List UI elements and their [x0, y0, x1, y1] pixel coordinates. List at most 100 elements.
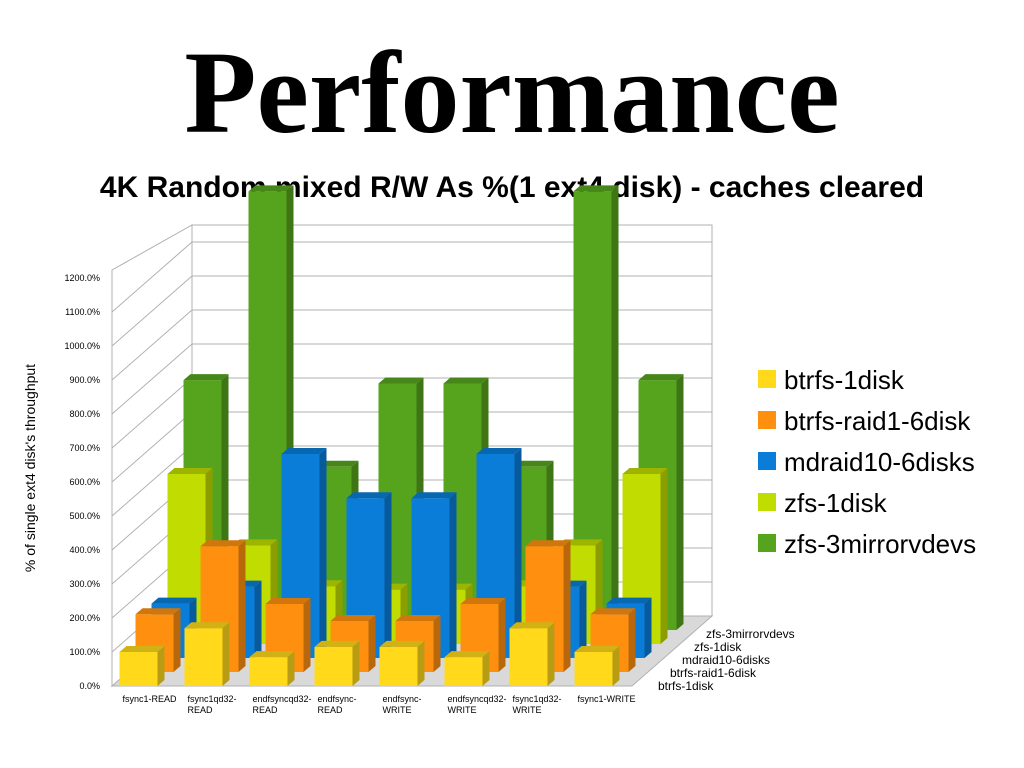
x-axis-ticks: fsync1-READ fsync1qd32-READendfsyncqd32-R… — [123, 694, 636, 715]
bar-front — [379, 646, 418, 686]
depth-label: zfs-3mirrorvdevs — [706, 627, 795, 641]
grid-line — [111, 411, 193, 483]
bar-top — [476, 448, 522, 454]
bar-front — [249, 657, 288, 686]
y-tick-label: 300.0% — [69, 579, 100, 589]
bar-side — [303, 598, 311, 672]
bar-top — [443, 377, 489, 384]
x-tick-label: WRITE — [513, 705, 542, 715]
x-tick-label: READ — [188, 705, 214, 715]
x-tick-label: fsync1-READ — [123, 694, 178, 704]
bar-top — [248, 185, 294, 192]
y-tick-label: 100.0% — [69, 647, 100, 657]
bar-side — [254, 580, 262, 658]
y-tick-label: 1100.0% — [65, 307, 100, 317]
bar-side — [157, 646, 165, 686]
chart-title: 4K Random mixed R/W As %(1 ext4 disk) - … — [99, 171, 925, 204]
bar-top — [590, 608, 636, 615]
x-tick-label: WRITE — [448, 705, 477, 715]
bar-top — [444, 651, 490, 658]
y-tick-label: 800.0% — [69, 409, 100, 419]
bar-side — [449, 492, 457, 658]
y-tick-label: 900.0% — [69, 375, 100, 385]
bar-front — [509, 628, 548, 686]
bar — [444, 651, 490, 686]
bar-top — [314, 640, 360, 647]
bar-top — [151, 597, 197, 604]
bar-top — [379, 640, 425, 647]
bar-top — [509, 622, 555, 629]
x-tick-label: fsync1qd32- — [188, 694, 237, 704]
bar-side — [384, 492, 392, 658]
depth-label: btrfs-1disk — [658, 679, 714, 693]
depth-axis-labels: zfs-3mirrorvdevszfs-1diskmdraid10-6disks… — [658, 627, 795, 693]
legend-swatch — [758, 534, 776, 552]
depth-label: zfs-1disk — [694, 640, 742, 654]
bar-top — [378, 377, 424, 384]
bar-top — [395, 615, 441, 621]
x-tick-label: endfsyncqd32- — [253, 694, 312, 704]
grid-line — [111, 309, 193, 381]
bar-top — [606, 597, 652, 604]
x-tick-label: endfsync- — [318, 694, 357, 704]
bar-side — [417, 640, 425, 686]
bar-side — [368, 615, 376, 672]
bar-top — [346, 492, 392, 499]
page-title: Performance — [184, 27, 840, 158]
x-tick-label: fsync1-WRITE — [578, 694, 636, 704]
x-tick-label: endfsync- — [383, 694, 422, 704]
bar-top — [200, 540, 246, 547]
bar — [184, 622, 230, 686]
bar-side — [660, 468, 668, 644]
grid-line — [111, 445, 193, 517]
x-tick-label: READ — [253, 705, 279, 715]
bar — [249, 651, 295, 686]
x-tick-label: endfsyncqd32- — [448, 694, 507, 704]
bar-side — [611, 185, 619, 630]
bar-side — [173, 608, 181, 672]
legend-label: btrfs-1disk — [784, 365, 905, 395]
bar — [314, 640, 360, 686]
depth-label: btrfs-raid1-6disk — [670, 666, 757, 680]
bar-front — [574, 652, 613, 686]
bar-side — [612, 646, 620, 686]
bar-front — [119, 652, 158, 686]
bar-top — [460, 598, 506, 604]
y-axis-label: % of single ext4 disk's throughput — [22, 364, 38, 572]
bar-side — [579, 580, 587, 658]
bar-top — [119, 646, 165, 652]
grid-line — [111, 343, 193, 415]
legend: btrfs-1disk btrfs-raid1-6disk mdraid10-6di… — [758, 365, 976, 559]
legend-swatch — [758, 493, 776, 511]
bar-side — [482, 651, 490, 686]
y-tick-label: 1200.0% — [64, 273, 100, 283]
bar-side — [352, 640, 360, 686]
bar-side — [547, 622, 555, 686]
legend-swatch — [758, 411, 776, 429]
bar-side — [563, 540, 571, 672]
legend-label: zfs-1disk — [784, 488, 888, 518]
y-tick-label: 600.0% — [69, 477, 100, 487]
x-tick-label: READ — [318, 705, 344, 715]
legend-swatch — [758, 452, 776, 470]
legend-label: mdraid10-6disks — [784, 447, 975, 477]
depth-label: mdraid10-6disks — [682, 653, 770, 667]
bar-front — [444, 657, 483, 686]
x-tick-label: WRITE — [383, 705, 412, 715]
bar-top — [638, 374, 684, 381]
bar-side — [287, 651, 295, 686]
bar-top — [281, 448, 327, 454]
bar-side — [319, 448, 327, 658]
grid-line — [111, 377, 193, 449]
grid-line — [111, 275, 193, 347]
bar-side — [222, 622, 230, 686]
bar-side — [628, 608, 636, 672]
legend-label: zfs-3mirrorvdevs — [784, 529, 976, 559]
bar — [119, 646, 165, 686]
legend-swatch — [758, 370, 776, 388]
y-tick-label: 400.0% — [69, 545, 100, 555]
bar-top — [622, 468, 668, 474]
bar-side — [644, 597, 652, 658]
bar-front — [184, 628, 223, 686]
